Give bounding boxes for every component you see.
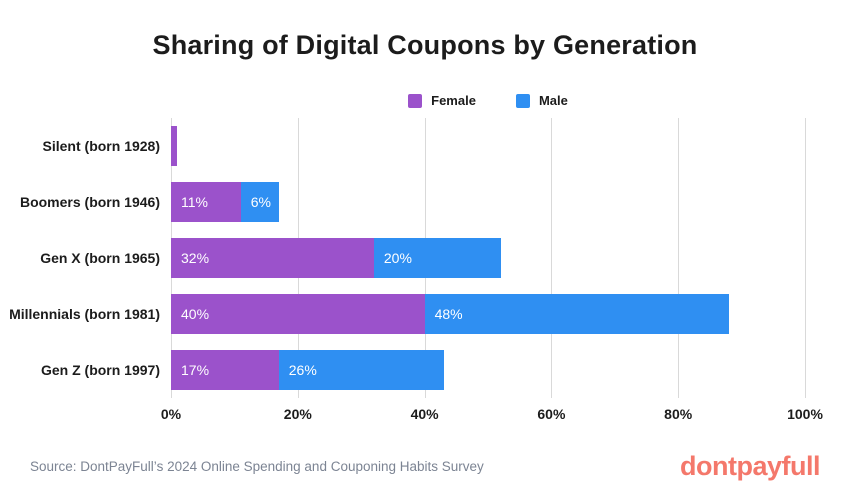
bar-value-label: 11% xyxy=(181,194,208,210)
bar-track: 32% 20% xyxy=(171,238,805,278)
gridline xyxy=(551,118,553,398)
bar-segment-female: 17% xyxy=(171,350,279,390)
bar-track: 11% 6% xyxy=(171,182,805,222)
legend-swatch-male xyxy=(515,93,530,108)
chart: 0% 20% 40% 60% 80% 100% Silent (born 1928) Boom… xyxy=(0,118,850,428)
bar-segment-female: 32% xyxy=(171,238,374,278)
bar-segment-male: 6% xyxy=(240,182,279,222)
category-label: Gen X (born 1965) xyxy=(40,250,160,266)
category-label: Boomers (born 1946) xyxy=(19,194,160,210)
x-axis-tick-label: 20% xyxy=(283,406,312,422)
bar-row: Gen Z (born 1997) 17% 26% xyxy=(0,342,850,398)
legend-label: Female xyxy=(431,93,476,108)
bar-segment-male: 48% xyxy=(424,294,729,334)
category-label: Millennials (born 1981) xyxy=(9,306,160,322)
source-text: Source: DontPayFull’s 2024 Online Spendi… xyxy=(30,459,484,474)
x-axis-tick-label: 0% xyxy=(160,406,182,422)
brand-logo: dontpayfull xyxy=(680,451,820,481)
bar-row: Boomers (born 1946) 11% 6% xyxy=(0,174,850,230)
bar-segment-male: 26% xyxy=(278,350,444,390)
category-label: Gen Z (born 1997) xyxy=(40,362,160,378)
category-label: Silent (born 1928) xyxy=(42,138,160,154)
legend-item-female: Female xyxy=(408,93,476,108)
bar-segment-female: 40% xyxy=(171,294,425,334)
bar-track xyxy=(171,126,805,166)
x-axis-tick-label: 40% xyxy=(410,406,439,422)
legend-swatch-female xyxy=(408,93,423,108)
bar-value-label: 26% xyxy=(288,362,317,378)
bar-segment-male: 20% xyxy=(373,238,501,278)
bar-value-label: 40% xyxy=(181,306,210,322)
bar-row: Gen X (born 1965) 32% 20% xyxy=(0,230,850,286)
gridline xyxy=(678,118,680,398)
legend: Female Male xyxy=(171,93,805,108)
bar-segment-female xyxy=(171,126,178,166)
footer: Source: DontPayFull’s 2024 Online Spendi… xyxy=(30,451,820,482)
bar-segment-female: 11% xyxy=(171,182,241,222)
legend-item-male: Male xyxy=(515,93,568,108)
x-axis-tick-label: 60% xyxy=(537,406,566,422)
bar-value-label: 32% xyxy=(181,250,210,266)
chart-title: Sharing of Digital Coupons by Generation xyxy=(152,30,698,60)
bar-track: 40% 48% xyxy=(171,294,805,334)
bar-value-label: 17% xyxy=(181,362,210,378)
legend-label: Male xyxy=(538,93,568,108)
bar-value-label: 48% xyxy=(434,306,463,322)
gridline xyxy=(805,118,806,398)
bar-row: Millennials (born 1981) 40% 48% xyxy=(0,286,850,342)
x-axis-tick-label: 100% xyxy=(787,406,823,422)
x-axis-tick-label: 80% xyxy=(664,406,693,422)
bar-row: Silent (born 1928) xyxy=(0,118,850,174)
bar-value-label: 20% xyxy=(383,250,412,266)
bar-track: 17% 26% xyxy=(171,350,805,390)
bar-value-label: 6% xyxy=(250,194,271,210)
